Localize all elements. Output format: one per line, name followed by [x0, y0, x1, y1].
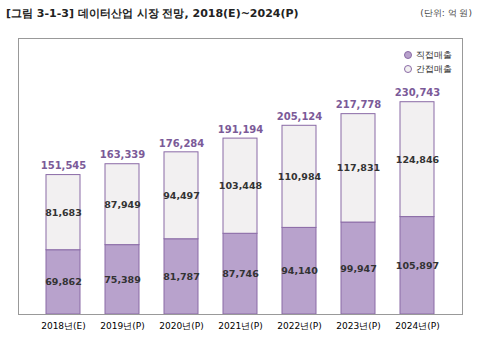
svg-text:163,339: 163,339	[100, 149, 146, 160]
svg-text:205,124: 205,124	[277, 111, 323, 122]
svg-text:99,947: 99,947	[340, 263, 377, 274]
svg-text:103,448: 103,448	[219, 180, 263, 191]
html-text:직접매출: 직접매출	[416, 50, 452, 60]
svg-text:81,683: 81,683	[45, 207, 82, 218]
svg-text:191,194: 191,194	[218, 124, 264, 135]
svg-text:87,746: 87,746	[222, 268, 259, 279]
svg-text:75,389: 75,389	[104, 274, 141, 285]
svg-text:124,846: 124,846	[396, 154, 440, 165]
svg-text:230,743: 230,743	[395, 87, 441, 98]
svg-text:2019년(P): 2019년(P)	[100, 321, 144, 331]
svg-text:151,545: 151,545	[41, 160, 87, 171]
svg-text:2022년(P): 2022년(P)	[277, 321, 321, 331]
svg-text:69,862: 69,862	[45, 276, 82, 287]
html-text:[그림 3-1-3] 데이터산업 시장 전망, 2018(E: [그림 3-1-3] 데이터산업 시장 전망, 2018(E)~2024(P)	[6, 6, 299, 20]
svg-text:110,984: 110,984	[278, 171, 322, 182]
svg-text:217,778: 217,778	[336, 99, 382, 110]
svg-text:2021년(P): 2021년(P)	[218, 321, 262, 331]
svg-text:94,140: 94,140	[281, 265, 318, 276]
svg-text:81,787: 81,787	[163, 271, 200, 282]
svg-text:2024년(P): 2024년(P)	[395, 321, 439, 331]
svg-text:2018년(E): 2018년(E)	[41, 321, 86, 331]
svg-text:94,497: 94,497	[163, 190, 200, 201]
svg-text:117,831: 117,831	[337, 162, 380, 173]
svg-text:2023년(P): 2023년(P)	[336, 321, 380, 331]
svg-text:2020년(P): 2020년(P)	[159, 321, 203, 331]
svg-text:105,897: 105,897	[396, 260, 439, 271]
html-text:간접매출: 간접매출	[416, 64, 452, 74]
svg-text:176,284: 176,284	[159, 138, 205, 149]
svg-text:87,949: 87,949	[104, 199, 141, 210]
html-text:(단위: 억 원): (단위: 억 원)	[420, 7, 472, 18]
